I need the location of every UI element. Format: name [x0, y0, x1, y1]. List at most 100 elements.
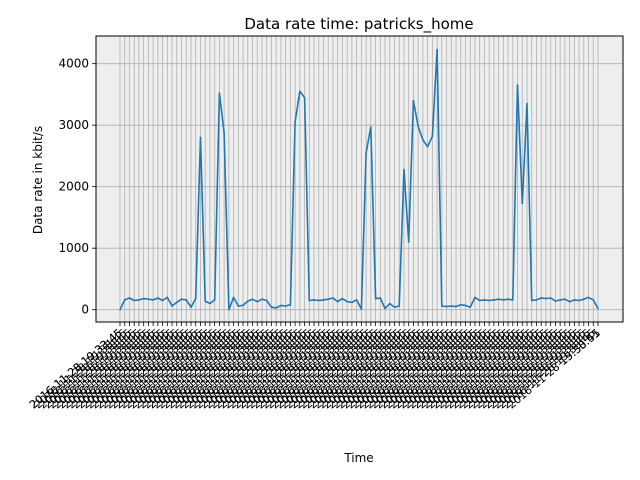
data-point: [512, 299, 514, 301]
data-point: [242, 304, 244, 307]
data-point: [171, 305, 173, 307]
data-point: [138, 299, 140, 301]
data-point: [161, 299, 164, 302]
data-point: [573, 299, 576, 301]
data-point: [526, 102, 528, 105]
data-point: [341, 297, 344, 300]
data-point: [379, 297, 382, 299]
data-point: [180, 298, 183, 301]
data-point: [445, 305, 448, 308]
data-point: [213, 299, 216, 301]
data-point: [251, 298, 254, 301]
data-point: [142, 297, 145, 300]
data-point: [502, 299, 505, 301]
data-point: [190, 306, 192, 309]
data-point: [317, 299, 320, 302]
data-point: [336, 300, 339, 303]
data-point: [516, 84, 519, 87]
data-point: [374, 297, 377, 300]
data-point: [583, 298, 585, 301]
data-point: [209, 302, 211, 305]
data-point: [194, 297, 197, 300]
data-point: [360, 308, 363, 310]
data-point: [469, 306, 472, 309]
data-point: [284, 305, 287, 307]
data-point: [218, 92, 221, 94]
data-point: [133, 299, 135, 302]
data-point: [488, 299, 490, 302]
data-point: [455, 305, 457, 308]
data-point: [483, 299, 486, 301]
data-point: [592, 299, 595, 301]
data-point: [119, 308, 121, 311]
data-point: [493, 299, 495, 301]
data-point: [507, 298, 509, 301]
data-point: [521, 202, 524, 205]
data-point: [256, 300, 259, 303]
data-point: [166, 296, 169, 299]
data-point: [417, 125, 419, 128]
y-tick-label: 4000: [58, 57, 89, 71]
data-point: [332, 297, 334, 299]
grid-lines: [96, 36, 623, 322]
data-point: [597, 307, 599, 310]
y-tick-label: 0: [81, 303, 89, 317]
data-point: [322, 299, 325, 301]
series-line-group: [119, 48, 599, 311]
data-point: [403, 168, 405, 171]
data-point: [568, 300, 571, 303]
data-point: [185, 299, 188, 301]
y-tick-label: 3000: [58, 118, 89, 132]
x-axis-label: Time: [343, 451, 373, 465]
data-point: [393, 306, 396, 309]
data-point: [270, 306, 273, 309]
data-point: [355, 299, 358, 301]
data-point: [412, 99, 415, 102]
data-point: [407, 241, 410, 243]
data-point: [351, 301, 353, 304]
data-point: [398, 305, 401, 307]
data-point: [265, 299, 268, 302]
data-point: [128, 297, 131, 299]
data-point: [175, 301, 178, 304]
data-point: [370, 126, 372, 128]
data-point: [232, 296, 235, 299]
data-point: [436, 48, 438, 51]
data-point: [587, 296, 590, 299]
data-point: [294, 121, 296, 123]
data-point: [384, 307, 386, 310]
data-point: [280, 304, 282, 307]
plot-frame: [95, 35, 624, 323]
y-tick-label: 1000: [58, 241, 89, 255]
data-point: [530, 299, 533, 302]
data-point: [441, 305, 443, 307]
chart-title: Data rate time: patricks_home: [244, 15, 473, 34]
data-point: [157, 297, 159, 299]
data-point: [246, 300, 249, 302]
data-point: [450, 305, 453, 307]
data-point: [459, 303, 462, 306]
data-point: [228, 308, 230, 311]
data-point: [147, 298, 150, 301]
data-point: [327, 298, 330, 301]
data-point: [540, 297, 543, 299]
data-point: [464, 304, 467, 307]
data-point: [497, 298, 500, 301]
data-point: [123, 299, 126, 301]
data-point: [388, 302, 391, 305]
data-point: [199, 136, 202, 139]
data-point: [564, 298, 566, 301]
data-point: [474, 296, 476, 299]
data-point: [313, 299, 315, 301]
data-point: [289, 303, 292, 306]
data-point: [559, 299, 561, 301]
data-point: [261, 298, 263, 301]
data-point: [535, 299, 538, 301]
data-point: [426, 145, 429, 148]
data-point: [554, 300, 557, 302]
data-point: [152, 299, 154, 301]
data-point: [275, 307, 277, 309]
data-point: [308, 299, 311, 302]
data-point: [431, 135, 434, 138]
